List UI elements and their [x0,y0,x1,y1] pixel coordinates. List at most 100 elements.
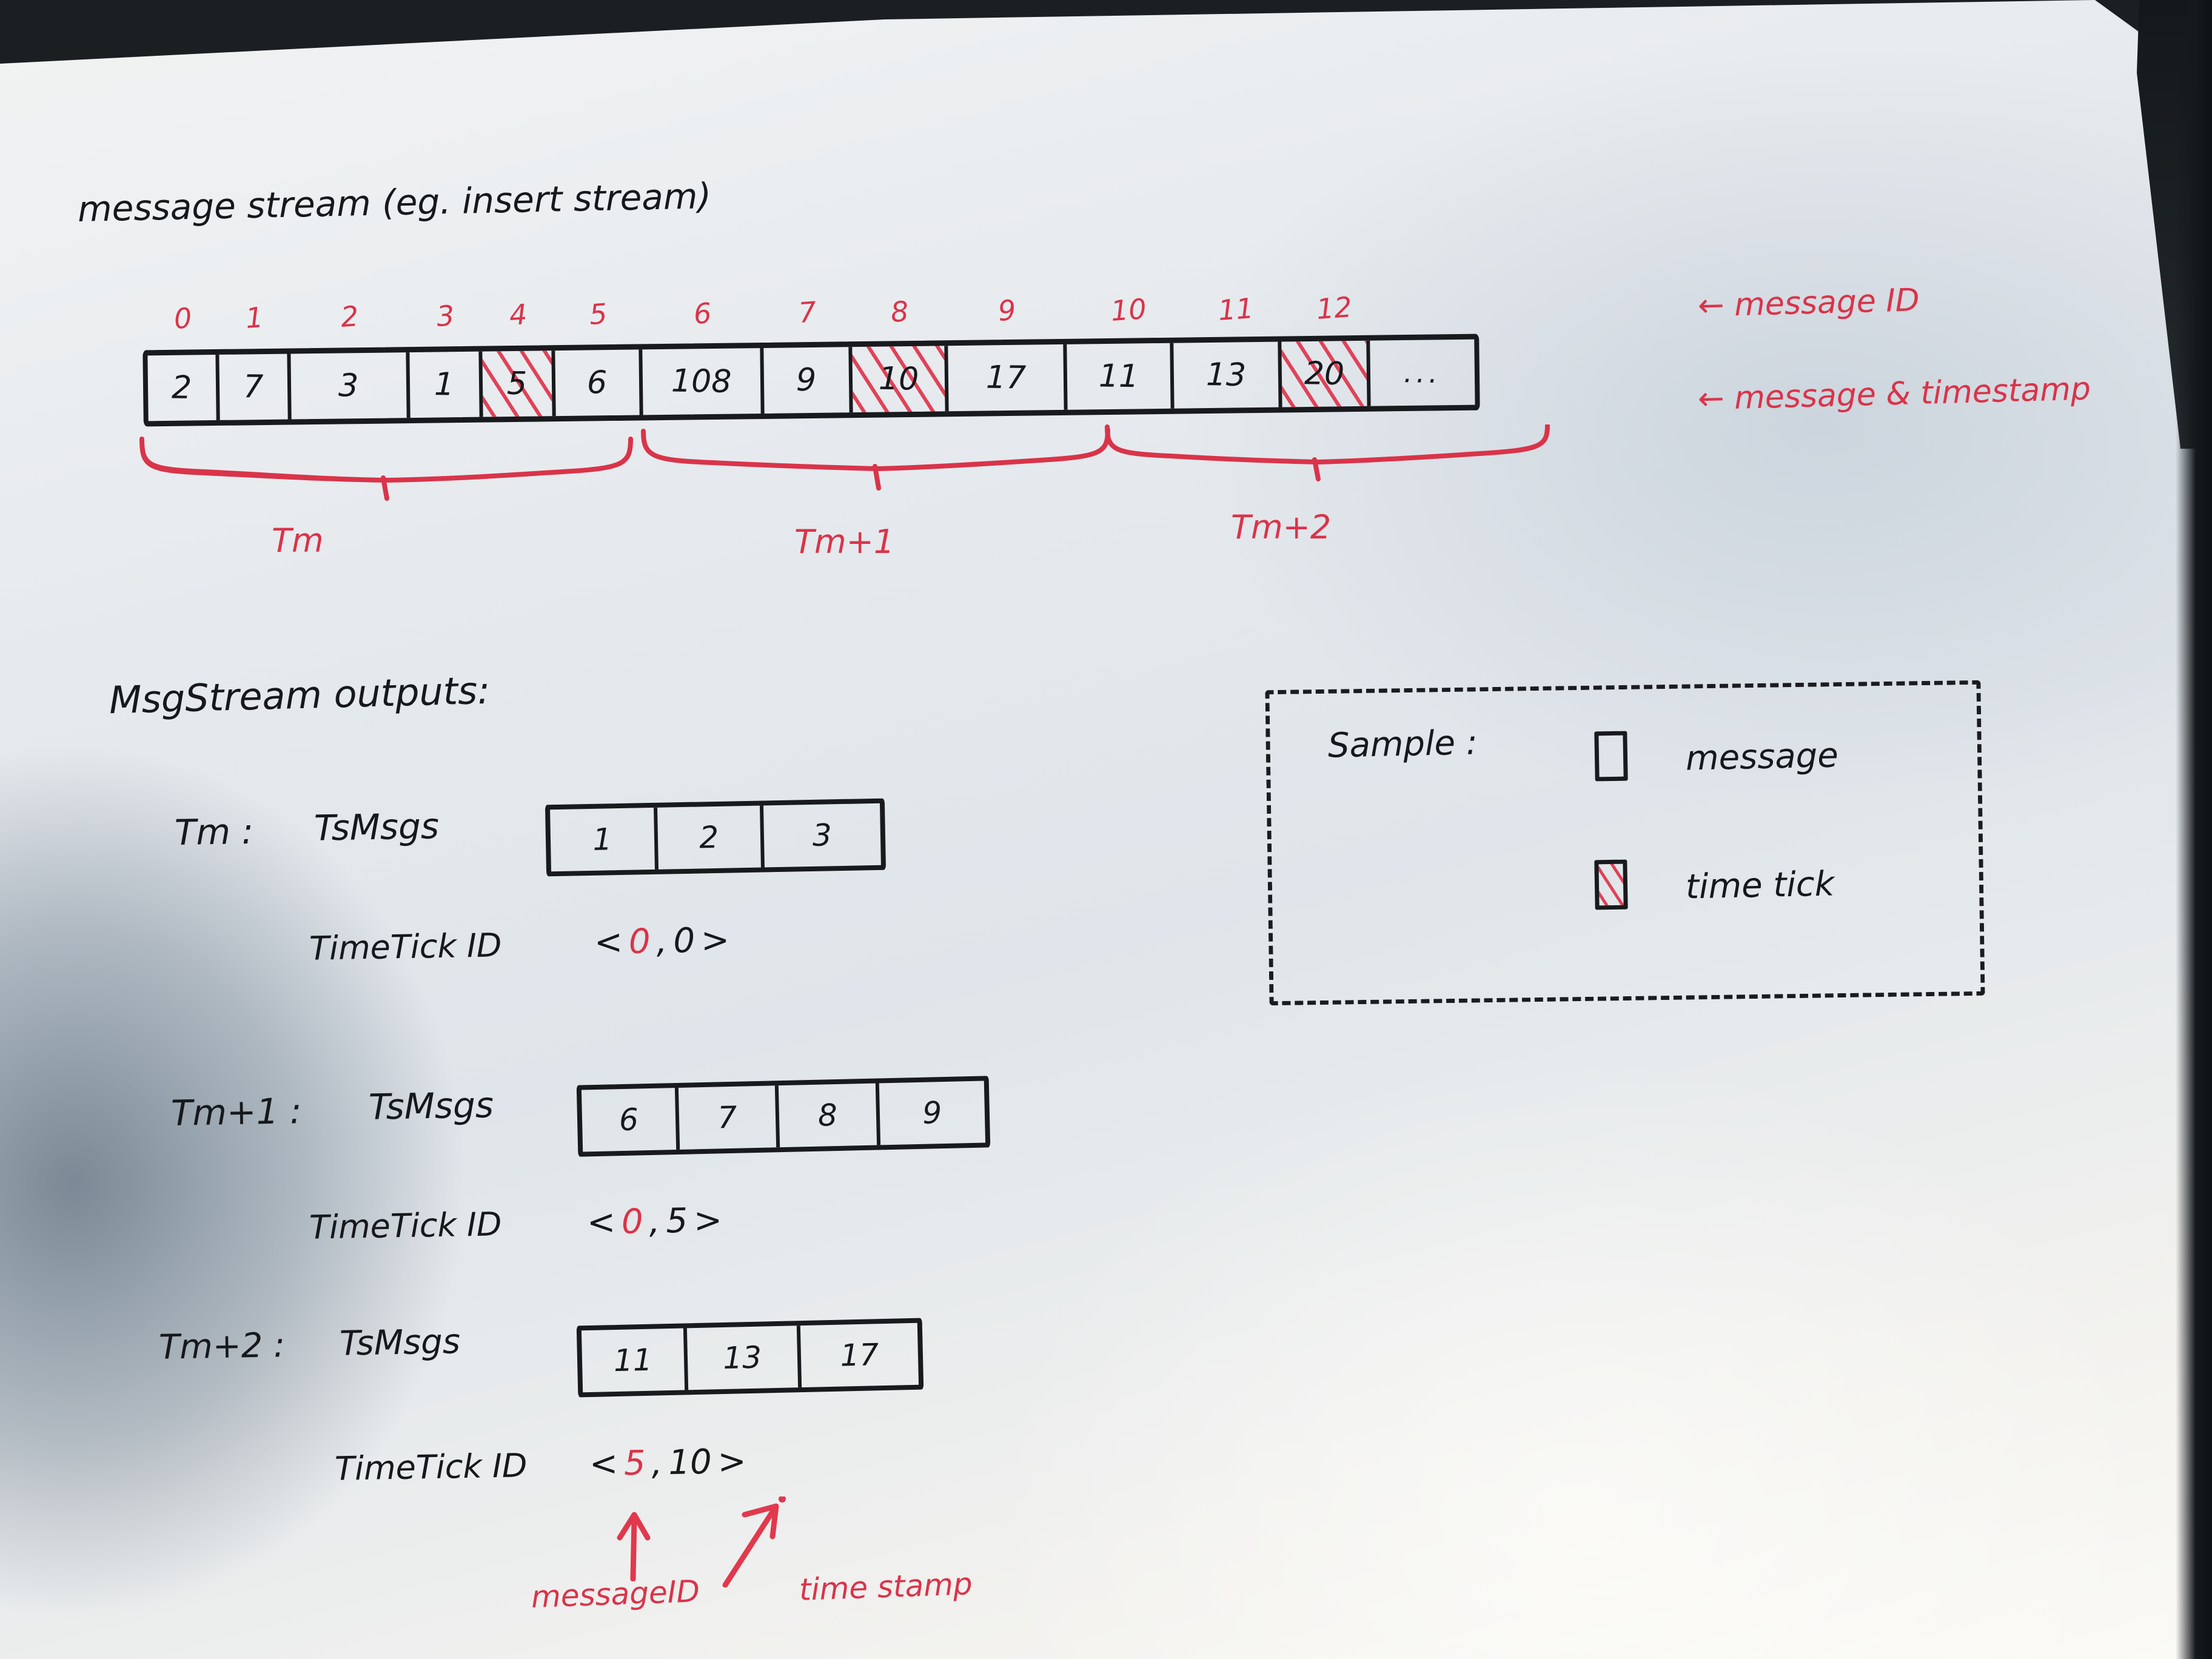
stream-index-labels: 0 1 2 3 4 5 6 7 8 9 10 11 12 [143,290,1465,341]
legend-swatch-message [1594,731,1628,782]
tuple-comma-1: , [648,1201,660,1242]
brace-tm [138,435,648,502]
stream-index-10: 10 [1110,292,1148,327]
output-tick-label-2: TimeTick ID [334,1446,528,1488]
output-cell-2-0: 11 [581,1328,688,1393]
output-cell-2-1: 13 [686,1326,802,1390]
stream-cell-value-4: 5 [507,365,528,403]
tuple-comma-2: , [651,1443,663,1483]
output-cell-value-2-2: 17 [839,1337,879,1373]
stream-cell-value-0: 2 [172,369,193,406]
legend-heading: Sample : [1327,723,1478,766]
stream-cell-11: 13 [1173,341,1282,409]
output-msgs-label-1: TsMsgs [368,1084,494,1128]
tuple-message-id-2: 5 [623,1443,646,1484]
stream-index-4: 4 [508,298,529,332]
stream-tape: 2 7 3 1 5 6 108 9 10 17 11 13 20... [142,333,1480,427]
output-cell-value-1-1: 7 [717,1099,737,1136]
output-cell-1-0: 6 [581,1087,680,1152]
brace-label-tm2: Tm+2 [1231,508,1332,546]
stream-cell-6: 108 [642,347,765,415]
stream-index-3: 3 [435,298,456,333]
stream-cell-value-1: 7 [243,369,264,406]
stream-cell-0: 2 [147,354,220,421]
output-msgs-box-2: 11 13 17 [576,1318,924,1398]
output-cell-value-1-2: 8 [817,1097,838,1133]
stream-cell-value-7: 9 [796,361,817,399]
output-cell-0-0: 1 [550,807,659,872]
output-cell-1-1: 7 [678,1085,780,1150]
stream-cell-value-2: 3 [338,367,360,404]
legend-label-message: message [1685,736,1839,779]
stream-cell-value-3: 1 [434,366,455,403]
annotation-message-id: ← message ID [1697,282,1920,324]
callout-label-message-id: messageID [531,1574,700,1615]
stream-cell-value-12: 20 [1304,355,1345,393]
output-cell-value-2-1: 13 [722,1339,762,1376]
output-cell-value-0-2: 3 [812,817,833,853]
stream-index-0: 0 [173,301,193,335]
brace-label-tm: Tm [272,521,324,560]
stream-cell-13: ... [1370,340,1475,406]
message-stream: 0 1 2 3 4 5 6 7 8 9 10 11 12 2 7 3 1 5 6 108 9 10 17 11 13 20... [142,290,1480,438]
stream-cell-value-10: 11 [1098,358,1139,395]
output-cell-0-2: 3 [763,803,881,868]
tuple-open-0: < [594,922,623,962]
brace-tm1 [640,427,1119,494]
output-tick-tuple-1: <0, 5 > [586,1201,722,1242]
output-tick-tuple-2: <5, 10 > [589,1442,746,1484]
stream-cell-value-5: 6 [587,364,608,401]
stream-cell-2: 3 [290,352,411,420]
legend-label-timetick: time tick [1685,864,1835,907]
tuple-timestamp-1: 5 [665,1201,688,1241]
tuple-timestamp-0: 0 [672,921,695,961]
tuple-open-1: < [586,1202,616,1242]
output-cell-value-0-1: 2 [699,819,719,856]
stream-cell-4: 5 [482,350,556,417]
stream-cell-10: 11 [1067,343,1175,410]
stream-index-12: 12 [1315,290,1353,326]
stream-cell-value-9: 17 [985,359,1027,397]
tuple-close-1: > [693,1201,723,1241]
tuple-close-2: > [717,1441,747,1482]
tuple-message-id-0: 0 [628,922,651,962]
output-cell-1-3: 9 [879,1081,985,1145]
legend-swatch-timetick [1594,859,1628,910]
stream-index-2: 2 [340,300,360,334]
output-cell-value-1-3: 9 [922,1095,942,1131]
stream-cell-value-13: ... [1403,356,1442,390]
output-tick-label-1: TimeTick ID [309,1205,502,1247]
stream-index-9: 9 [997,293,1017,328]
desk-edge-right [2176,0,2212,1659]
stream-cell-12: 20 [1281,340,1371,407]
output-cell-value-0-0: 1 [592,822,612,857]
stream-cell-7: 9 [763,347,853,414]
tuple-open-2: < [589,1444,618,1484]
output-cell-0-1: 2 [657,805,765,870]
stream-index-7: 7 [797,295,818,330]
stream-cell-8: 10 [852,346,949,413]
legend-box: Sample : message time tick [1265,680,1985,1006]
tuple-close-0: > [700,920,730,960]
callout-label-timestamp: time stamp [799,1566,973,1607]
tuple-message-id-1: 0 [621,1202,644,1242]
stream-cell-1: 7 [219,354,292,420]
output-msgs-box-1: 6 7 8 9 [576,1076,991,1157]
stream-index-6: 6 [692,296,713,330]
stream-cell-3: 1 [409,351,483,418]
callout-arrow-message-id [617,1512,651,1581]
tuple-comma-0: , [655,921,668,962]
output-cell-value-1-0: 6 [618,1102,639,1138]
output-window-label-2: Tm+2 : [158,1326,286,1367]
callout-arrow-timestamp [722,1496,786,1587]
stream-cell-5: 6 [555,349,643,417]
tuple-timestamp-2: 10 [668,1442,712,1483]
output-window-label-0: Tm : [174,810,254,854]
stream-cell-9: 17 [948,344,1068,412]
stream-index-11: 11 [1217,291,1255,327]
output-cell-value-2-0: 11 [613,1342,653,1379]
stream-cell-value-11: 13 [1205,357,1247,394]
stream-cell-value-8: 10 [878,360,919,398]
output-window-label-1: Tm+1 : [170,1090,302,1134]
